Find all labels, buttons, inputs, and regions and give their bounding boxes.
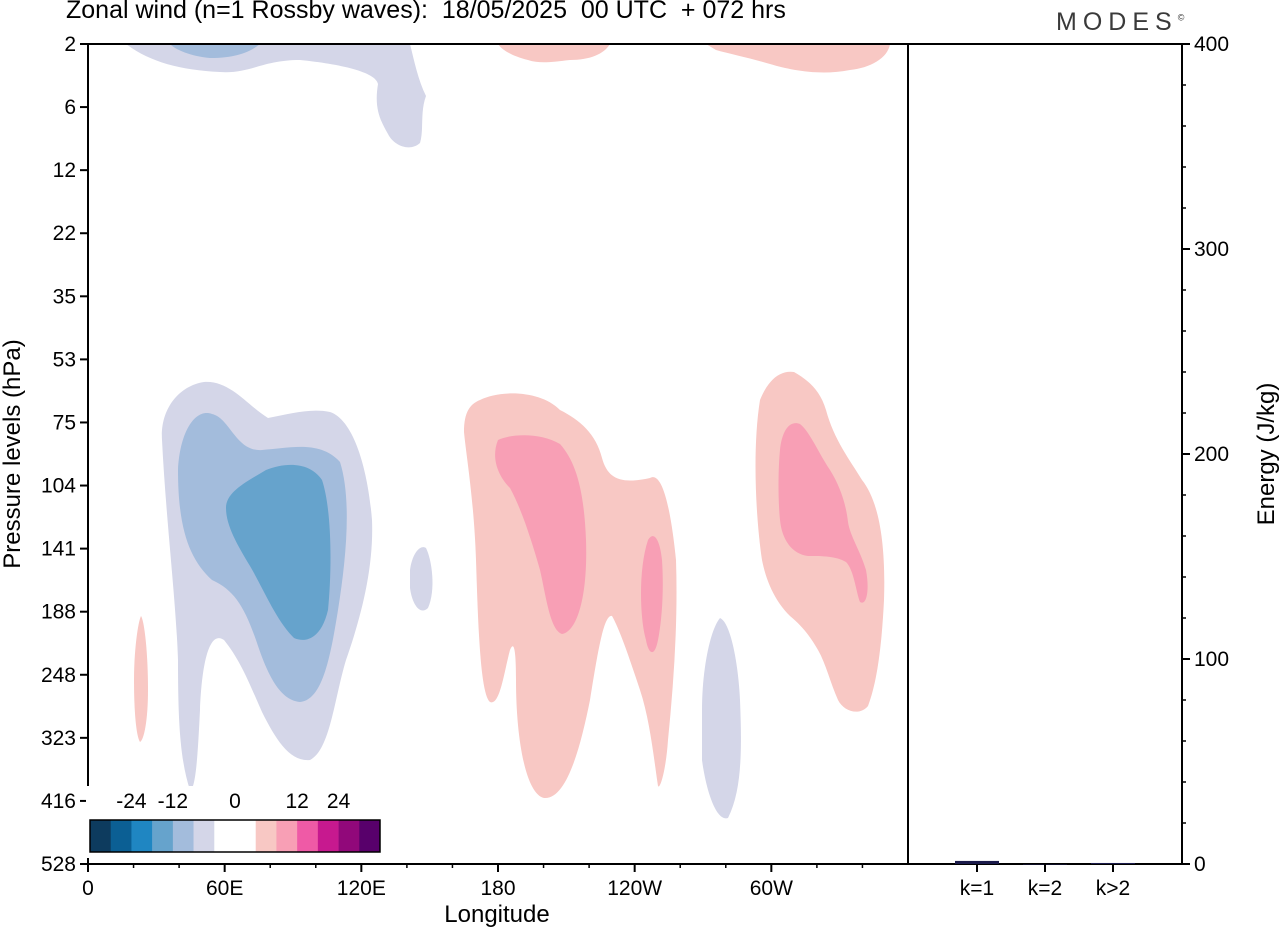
contour-positive-level2-a (495, 435, 587, 634)
colorbar-swatch (152, 820, 174, 852)
colorbar-label: -24 (116, 790, 147, 813)
contour-negative-top-inner (170, 44, 260, 58)
brand-mark: © (1177, 12, 1185, 23)
colorbar-swatch (359, 820, 381, 852)
energy-tick-label: 200 (1194, 443, 1229, 466)
energy-bars: k=1 k=2 k>2 (955, 860, 1135, 900)
y-tick-label: 75 (53, 411, 76, 434)
contour-positive-small-c (134, 616, 148, 742)
colorbar: -24 -12 0 12 24 (86, 786, 384, 858)
x-tick-label: 60E (206, 877, 243, 900)
y-tick-label: 416 (41, 790, 76, 813)
contour-negative-top (126, 44, 426, 148)
colorbar-swatch (317, 820, 339, 852)
colorbar-swatch (193, 820, 215, 852)
y-axis-title-right: Energy (J/kg) (1253, 383, 1280, 526)
brand-logo: MODES© (1056, 8, 1184, 37)
x-axis: 0 60E 120E 180 120W 60W (82, 864, 864, 900)
contour-positive-level2-c (778, 423, 868, 603)
colorbar-label: 24 (327, 790, 351, 813)
colorbar-swatch (338, 820, 360, 852)
y-tick-label: 141 (41, 538, 76, 561)
contour-negative-small-a (702, 618, 741, 819)
category-label: k=1 (960, 877, 994, 900)
colorbar-swatch (276, 820, 298, 852)
y-tick-label: 35 (53, 285, 76, 308)
x-tick-label: 180 (480, 877, 515, 900)
contour-fills (126, 44, 890, 819)
x-tick-label: 0 (82, 877, 94, 900)
contour-negative-small-b (410, 547, 433, 611)
energy-tick-label: 0 (1194, 853, 1206, 876)
chart-title: Zonal wind (n=1 Rossby waves): 18/05/202… (66, 0, 786, 24)
colorbar-swatch (90, 820, 112, 852)
contour-positive-level2-b (641, 536, 663, 653)
colorbar-swatch (214, 820, 236, 852)
y-tick-label: 323 (41, 727, 76, 750)
contour-positive-top-1 (498, 44, 610, 63)
x-axis-title: Longitude (444, 901, 549, 928)
y-axis-right: 0 100 200 300 400 (1182, 33, 1229, 876)
energy-tick-label: 400 (1194, 33, 1229, 56)
brand-name: MODES (1056, 8, 1178, 36)
energy-tick-label: 300 (1194, 238, 1229, 261)
y-tick-label: 188 (41, 601, 76, 624)
colorbar-border (89, 819, 381, 853)
colorbar-label: -12 (158, 790, 188, 813)
y-axis-title-left: Pressure levels (hPa) (0, 339, 26, 568)
colorbar-swatch (235, 820, 257, 852)
colorbar-label: 0 (229, 790, 241, 813)
colorbar-swatch (255, 820, 277, 852)
energy-bar (955, 860, 999, 864)
energy-bar (1091, 862, 1135, 864)
y-tick-label: 248 (41, 664, 76, 687)
category-label: k=2 (1028, 877, 1062, 900)
contour-positive-top-2 (706, 44, 890, 73)
y-tick-label: 22 (53, 222, 76, 245)
contour-negative-level3 (226, 464, 331, 640)
colorbar-swatch (110, 820, 132, 852)
category-label: k>2 (1096, 877, 1130, 900)
y-tick-label: 53 (53, 348, 76, 371)
x-tick-label: 120E (337, 877, 386, 900)
y-tick-label: 104 (41, 475, 76, 498)
energy-tick-label: 100 (1194, 648, 1229, 671)
y-tick-label: 12 (53, 159, 76, 182)
x-tick-label: 60W (750, 877, 793, 900)
colorbar-swatch (297, 820, 319, 852)
colorbar-label: 12 (285, 790, 308, 813)
y-tick-label: 2 (64, 33, 76, 56)
x-tick-label: 120W (607, 877, 662, 900)
colorbar-swatch (131, 820, 153, 852)
y-tick-label: 528 (41, 853, 76, 876)
y-axis-left: 2 6 12 22 35 53 75 104 141 188 248 323 416 528 (41, 33, 88, 876)
colorbar-swatch (172, 820, 194, 852)
y-tick-label: 6 (64, 96, 76, 119)
